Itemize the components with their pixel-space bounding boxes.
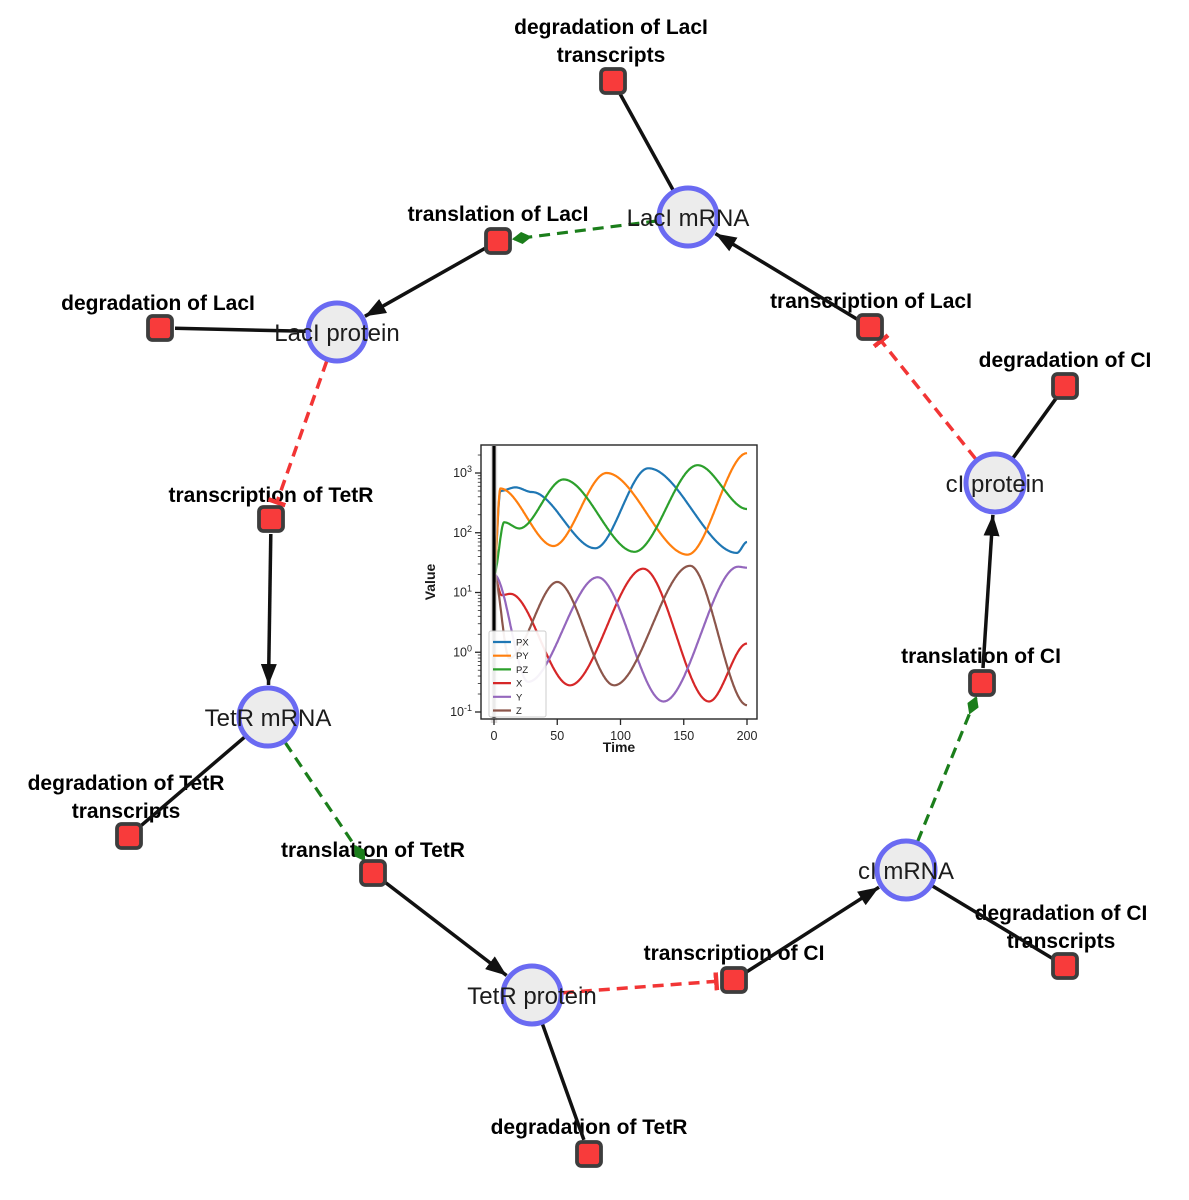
edge-product-tx_laci-laci_mrna	[714, 232, 859, 321]
series-line-PZ	[493, 464, 748, 576]
species-node-ci_prot[interactable]	[963, 451, 1027, 515]
species-node-ci_mrna[interactable]	[874, 838, 938, 902]
reaction-label-transl_tetr: translation of TetR	[281, 839, 465, 862]
edge-product-transl_ci-ci_prot	[981, 514, 1000, 669]
reaction-node-deg_tetr_tx[interactable]	[115, 822, 143, 850]
x-tick-200: 200	[737, 729, 758, 743]
edge-consumption-ci_prot-deg_ci	[1011, 397, 1058, 459]
series-line-X	[493, 567, 748, 703]
series-line-PX	[492, 467, 748, 575]
reaction-node-tx_ci[interactable]	[720, 966, 748, 994]
plot-legend: PX PY PZ XYZ	[488, 630, 547, 718]
reaction-node-deg_ci_tx[interactable]	[1051, 952, 1079, 980]
reaction-node-deg_tetr[interactable]	[575, 1140, 603, 1168]
plot-frame	[480, 444, 758, 720]
reaction-label-deg_tetr: degradation of TetR	[491, 1116, 688, 1139]
y-tick-10e2: 102	[453, 524, 472, 540]
edge-consumption-laci_prot-deg_laci	[174, 326, 307, 334]
edge-inhibition-laci_prot-tx_tetr	[267, 360, 329, 508]
series-line-Z	[493, 564, 748, 707]
species-node-laci_mrna[interactable]	[656, 185, 720, 249]
reaction-node-transl_ci[interactable]	[968, 669, 996, 697]
edge-modifier-tetr_mrna-transl_tetr	[283, 741, 366, 862]
reaction-node-tx_laci[interactable]	[856, 313, 884, 341]
y-tick-10e3: 103	[453, 464, 472, 480]
x-axis-title: Time	[603, 739, 636, 755]
x-tick-100: 100	[610, 729, 631, 743]
reaction-node-deg_ci[interactable]	[1051, 372, 1079, 400]
x-tick-0: 0	[491, 729, 498, 743]
legend-label-Z: Z	[516, 706, 522, 717]
legend-label-X: X	[516, 679, 523, 690]
species-node-laci_prot[interactable]	[305, 300, 369, 364]
reaction-node-deg_laci_tx[interactable]	[599, 67, 627, 95]
edge-consumption-tetr_prot-deg_tetr	[540, 1023, 586, 1141]
simulation-plot-inset: 0 50 100 150 20010-1100101102103TimeValuePXP…	[422, 444, 758, 755]
reaction-label-deg_laci: degradation of LacI	[61, 292, 255, 315]
reaction-label-deg_ci: degradation of CI	[979, 349, 1152, 372]
y-axis-title: Value	[422, 564, 438, 601]
reaction-label-transl_ci: translation of CI	[901, 645, 1061, 668]
species-node-tetr_mrna[interactable]	[236, 685, 300, 749]
y-tick-10e0: 100	[453, 643, 472, 659]
edge-consumption-ci_mrna-deg_ci_tx	[931, 884, 1054, 960]
reaction-label-tx_tetr: transcription of TetR	[169, 484, 374, 507]
species-label-tetr_mrna: TetR mRNA	[205, 705, 332, 732]
x-tick-50: 50	[550, 729, 564, 743]
edge-product-tx_tetr-tetr_mrna	[260, 533, 277, 686]
legend-label-PZ: PZ	[516, 665, 528, 676]
species-label-laci_mrna: LacI mRNA	[627, 205, 750, 232]
legend-label-Y: Y	[516, 692, 523, 703]
x-tick-150: 150	[673, 729, 694, 743]
y-tick-10e-1: 10-1	[450, 703, 472, 719]
y-tick-10e1: 101	[453, 584, 472, 600]
species-label-ci_mrna: cI mRNA	[858, 858, 954, 885]
edge-product-transl_tetr-tetr_prot	[383, 880, 508, 977]
edge-inhibition-ci_prot-tx_laci	[872, 333, 977, 460]
series-line-PY	[492, 452, 748, 575]
reaction-label-tx_ci: transcription of CI	[644, 942, 825, 965]
reaction-node-transl_tetr[interactable]	[359, 859, 387, 887]
edge-product-transl_laci-laci_prot	[364, 246, 486, 318]
reaction-node-deg_laci[interactable]	[146, 314, 174, 342]
edge-consumption-laci_mrna-deg_laci_tx	[618, 93, 675, 191]
edge-modifier-laci_mrna-transl_laci	[511, 219, 658, 244]
species-label-laci_prot: LacI protein	[274, 320, 399, 347]
edge-consumption-tetr_mrna-deg_tetr_tx	[139, 735, 246, 828]
legend-label-PY: PY	[516, 651, 529, 662]
edge-product-tx_ci-ci_mrna	[745, 885, 880, 974]
reaction-label-transl_laci: translation of LacI	[408, 203, 589, 226]
reaction-label-tx_laci: transcription of LacI	[770, 290, 972, 313]
edge-inhibition-tetr_prot-tx_ci	[562, 972, 720, 995]
species-label-tetr_prot: TetR protein	[467, 983, 596, 1010]
legend-label-PX: PX	[516, 638, 529, 649]
species-label-ci_prot: cI protein	[946, 471, 1045, 498]
species-node-tetr_prot[interactable]	[500, 963, 564, 1027]
reaction-node-tx_tetr[interactable]	[257, 505, 285, 533]
reaction-node-transl_laci[interactable]	[484, 227, 512, 255]
reaction-label-deg_laci_tx: degradation of LacI transcripts	[514, 16, 708, 67]
edge-modifier-ci_mrna-transl_ci	[916, 695, 979, 842]
